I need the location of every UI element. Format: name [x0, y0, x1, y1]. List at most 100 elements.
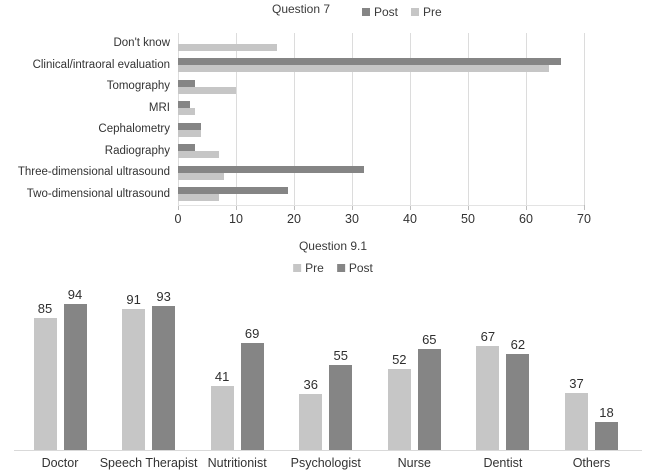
value-label: 18: [599, 405, 614, 421]
value-label: 67: [480, 329, 496, 345]
bar-post: [417, 349, 441, 450]
pre-swatch-icon: [411, 8, 420, 16]
bar-post: [329, 364, 353, 450]
bar-post: [178, 101, 190, 109]
axis-tick: [584, 205, 585, 210]
bar-post: [240, 343, 264, 450]
category-label: Don't know: [113, 37, 170, 49]
value-label: 91: [126, 291, 141, 307]
bar-post: [178, 79, 196, 87]
bar-pre: [387, 369, 411, 450]
x-tick-label: 40: [403, 212, 417, 226]
bar-post: [178, 122, 202, 130]
bar-pre: [178, 151, 219, 159]
bar-pre: [122, 308, 146, 450]
category-label: Radiography: [104, 144, 170, 157]
pre-swatch-icon: [293, 264, 302, 272]
question7-chart: Question 7 Post Pre 0 10 20 30 40 50 60 70 Don't…: [0, 0, 648, 232]
gridline: [584, 33, 585, 205]
axis-tick: [468, 205, 469, 210]
x-tick-label: 70: [577, 212, 591, 226]
chart-title-q91: Question 9.1: [298, 239, 368, 253]
legend-label: Pre: [423, 5, 442, 19]
gridline: [410, 33, 411, 205]
bar-pre: [178, 65, 550, 73]
x-tick-label: 0: [174, 212, 182, 226]
bar-post: [63, 304, 87, 450]
bar-post: [594, 422, 618, 450]
x-axis-line: [14, 450, 642, 451]
legend-item-pre: Pre: [411, 5, 442, 19]
gridline: [236, 33, 237, 205]
category-label: Nutritionist: [207, 456, 267, 470]
category-label: Clinical/intraoral evaluation: [32, 58, 170, 71]
value-label: 52: [392, 352, 407, 368]
value-label: 55: [333, 347, 348, 363]
axis-tick: [178, 205, 179, 210]
category-label: MRI: [148, 101, 170, 114]
x-tick-label: 20: [287, 212, 301, 226]
legend-item-post: Post: [336, 261, 373, 275]
value-label: 37: [569, 375, 584, 391]
axis-tick: [352, 205, 353, 210]
bar-post: [152, 305, 176, 450]
x-tick-label: 60: [519, 212, 533, 226]
bar-post: [178, 187, 289, 195]
value-label: 36: [303, 377, 318, 393]
bar-pre: [210, 386, 234, 450]
gridline: [468, 33, 469, 205]
post-swatch-icon: [362, 8, 370, 16]
gridline: [294, 33, 295, 205]
bar-pre: [33, 318, 57, 450]
legend-item-post: Post: [362, 5, 398, 19]
q7-plot-area: 0 10 20 30 40 50 60 70 Don't know Clinical/intrao…: [0, 0, 648, 232]
category-label: Tomography: [106, 80, 170, 92]
bar-pre: [178, 194, 219, 202]
value-label: 69: [244, 326, 260, 342]
legend-label: Post: [374, 5, 399, 19]
value-label: 85: [37, 301, 53, 317]
axis-tick: [236, 205, 237, 210]
axis-tick: [526, 205, 527, 210]
chart-title-q7: Question 7: [272, 2, 331, 16]
bar-pre: [178, 108, 196, 116]
x-tick-label: 10: [229, 212, 243, 226]
q91-plot-area: 85 94 Doctor 91 93 Speech Therapist 41 69 Nutrit…: [0, 232, 648, 471]
gridline: [352, 33, 353, 205]
bar-pre: [564, 392, 588, 450]
bar-pre: [178, 86, 236, 94]
category-label: Nurse: [397, 456, 431, 470]
question91-chart: Question 9.1 Pre Post 85 94 Doctor 91 93 Spee…: [0, 232, 648, 471]
bar-pre: [476, 346, 500, 450]
category-label: Three-dimensional ultrasound: [17, 166, 170, 178]
legend-label: Post: [348, 261, 373, 275]
value-label: 65: [422, 332, 437, 348]
x-axis-line: [178, 205, 584, 206]
category-label: Doctor: [41, 456, 79, 470]
category-label: Two-dimensional ultrasound: [26, 187, 170, 200]
x-tick-label: 50: [461, 212, 475, 226]
bar-post: [178, 144, 196, 152]
category-label: Dentist: [483, 456, 523, 470]
bar-pre: [299, 394, 323, 450]
legend-item-pre: Pre: [293, 261, 324, 275]
bar-pre: [178, 43, 277, 51]
post-swatch-icon: [336, 264, 345, 272]
legend-q7: Post Pre: [362, 5, 442, 19]
value-label: 94: [67, 287, 83, 303]
bar-pre: [178, 129, 202, 137]
gridline: [526, 33, 527, 205]
category-label: Others: [572, 456, 611, 470]
value-label: 41: [214, 369, 230, 385]
bar-post: [178, 165, 364, 173]
legend-q91: Pre Post: [293, 261, 373, 275]
category-label: Cephalometry: [98, 123, 170, 135]
x-tick-label: 30: [345, 212, 359, 226]
axis-tick: [294, 205, 295, 210]
bar-post: [178, 58, 561, 66]
value-label: 62: [510, 336, 526, 352]
category-label: Psychologist: [290, 456, 361, 470]
bar-post: [506, 353, 530, 450]
legend-label: Pre: [305, 261, 324, 275]
